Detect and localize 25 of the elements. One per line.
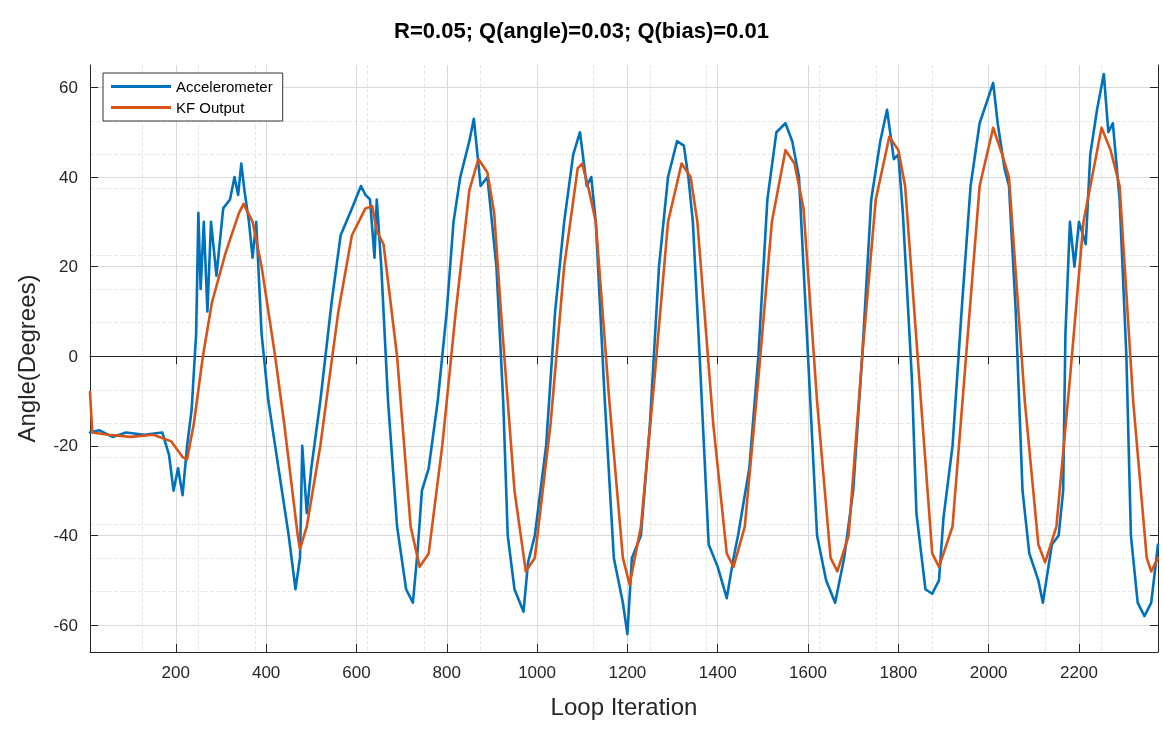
line-series: [88, 126, 1160, 587]
x-tick-label: 400: [251, 663, 281, 682]
y-tick-label: 20: [59, 257, 78, 277]
x-tick-label: 800: [432, 663, 461, 682]
legend-label: Accelerometer: [176, 78, 273, 95]
x-tick-label: 2200: [1060, 663, 1098, 682]
x-tick-label: 600: [342, 663, 371, 682]
y-tick-label: 0: [68, 346, 78, 366]
x-tick-label: 1000: [518, 663, 556, 682]
y-tick-label: 60: [59, 77, 78, 97]
y-axis-title: Angle(Degrees): [12, 274, 40, 443]
y-tick-label: -60: [53, 615, 78, 635]
x-tick-label: 2000: [969, 663, 1008, 682]
y-tick-label: 40: [59, 167, 78, 187]
y-tick-label: -20: [53, 436, 78, 456]
chart-title: R=0.05; Q(angle)=0.03; Q(bias)=0.01: [394, 17, 769, 43]
x-tick-label: 1800: [879, 663, 918, 682]
x-tick-label: 1600: [789, 663, 827, 682]
line-series: [88, 72, 1160, 636]
x-tick-label: 1200: [608, 663, 647, 682]
x-tick-label: 200: [161, 663, 190, 682]
y-tick-label: -40: [53, 526, 78, 545]
x-tick-label: 1400: [698, 663, 737, 682]
x-axis-title: Loop Iteration: [550, 692, 698, 720]
legend-label: KF Output: [176, 99, 246, 116]
